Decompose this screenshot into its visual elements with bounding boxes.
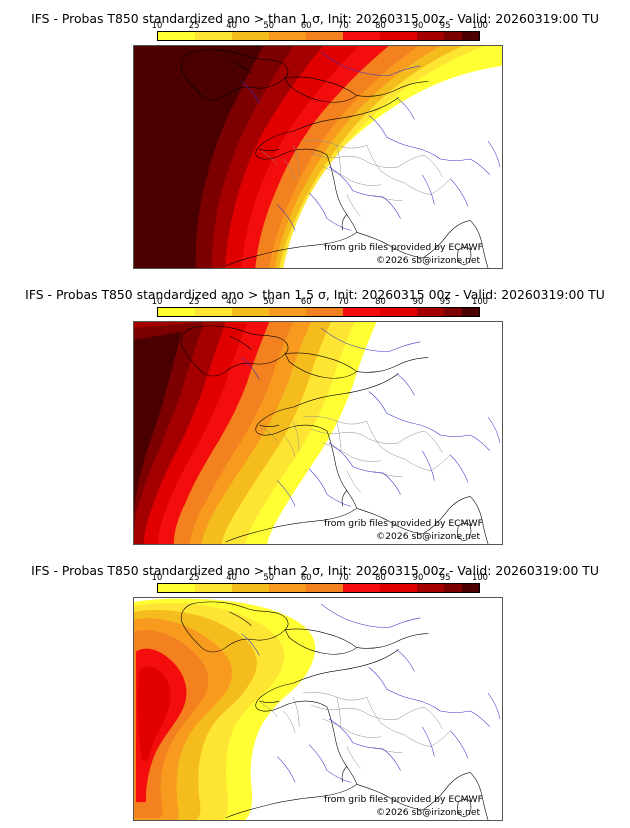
- colorbar-segment: [158, 584, 195, 592]
- colorbar-segment: [269, 308, 307, 316]
- colorbar-segment: [380, 584, 418, 592]
- colorbar-segment: [444, 308, 462, 316]
- colorbar-tick: 80: [375, 572, 386, 582]
- colorbar-segment: [343, 584, 381, 592]
- colorbar-tick: 70: [338, 20, 349, 30]
- colorbar-tick: 80: [375, 20, 386, 30]
- attribution-copyright: ©2026 sb@irizone.net: [376, 255, 481, 266]
- probability-map-2[interactable]: from grib files provided by ECMWF ©2026 …: [133, 321, 503, 545]
- colorbar-tick: 50: [263, 296, 275, 306]
- colorbar-gradient: [157, 307, 480, 317]
- colorbar-segment: [444, 32, 462, 40]
- attribution-source: from grib files provided by ECMWF: [324, 794, 483, 805]
- colorbar-segment: [232, 308, 270, 316]
- colorbar-segment: [417, 32, 445, 40]
- colorbar-tick: 100: [472, 572, 488, 582]
- panel-title: IFS - Probas T850 standardized ano > tha…: [31, 563, 599, 578]
- colorbar-tick: 25: [188, 296, 200, 306]
- colorbar-tick-labels: 10 25 40 50 60 70 80 90 95 100: [152, 20, 488, 31]
- forecast-panel-2-sigma: IFS - Probas T850 standardized ano > tha…: [0, 552, 630, 828]
- colorbar-segment: [380, 32, 418, 40]
- colorbar-segment: [232, 32, 270, 40]
- colorbar-tick: 95: [439, 296, 451, 306]
- colorbar-segment: [194, 32, 233, 40]
- probability-map-3[interactable]: from grib files provided by ECMWF ©2026 …: [133, 597, 503, 821]
- colorbar-segment: [461, 584, 479, 592]
- colorbar-tick: 50: [263, 20, 275, 30]
- panel-title: IFS - Probas T850 standardized ano > tha…: [25, 287, 605, 302]
- colorbar-segment: [269, 584, 307, 592]
- forecast-panel-1p5-sigma: IFS - Probas T850 standardized ano > tha…: [0, 276, 630, 552]
- colorbar-1: 10 25 40 50 60 70 80 90 95 100: [152, 20, 488, 41]
- attribution-copyright: ©2026 sb@irizone.net: [376, 531, 481, 542]
- colorbar-tick: 10: [151, 296, 163, 306]
- colorbar-segment: [306, 308, 344, 316]
- colorbar-tick: 10: [151, 20, 163, 30]
- colorbar-tick: 90: [412, 296, 424, 306]
- colorbar-gradient: [157, 31, 480, 41]
- colorbar-segment: [343, 308, 381, 316]
- colorbar-segment: [461, 32, 479, 40]
- colorbar-segment: [306, 32, 344, 40]
- colorbar-tick: 80: [375, 296, 386, 306]
- colorbar-tick: 10: [151, 572, 163, 582]
- colorbar-segment: [461, 308, 479, 316]
- colorbar-segment: [194, 584, 233, 592]
- colorbar-3: 10 25 40 50 60 70 80 90 95 100: [152, 572, 488, 593]
- attribution-copyright: ©2026 sb@irizone.net: [376, 807, 481, 818]
- colorbar-segment: [417, 308, 445, 316]
- colorbar-tick: 25: [188, 572, 200, 582]
- colorbar-tick: 60: [300, 572, 312, 582]
- colorbar-tick: 90: [412, 20, 424, 30]
- colorbar-tick: 100: [472, 20, 488, 30]
- attribution-source: from grib files provided by ECMWF: [324, 242, 483, 253]
- colorbar-gradient: [157, 583, 480, 593]
- colorbar-tick: 100: [472, 296, 488, 306]
- colorbar-tick: 40: [226, 572, 237, 582]
- colorbar-segment: [380, 308, 418, 316]
- colorbar-tick: 70: [338, 296, 349, 306]
- colorbar-tick: 95: [439, 572, 451, 582]
- colorbar-segment: [343, 32, 381, 40]
- colorbar-segment: [306, 584, 344, 592]
- colorbar-tick-labels: 10 25 40 50 60 70 80 90 95 100: [152, 572, 488, 583]
- colorbar-segment: [269, 32, 307, 40]
- attribution-source: from grib files provided by ECMWF: [324, 518, 483, 529]
- colorbar-tick: 50: [263, 572, 275, 582]
- forecast-panel-1-sigma: IFS - Probas T850 standardized ano > tha…: [0, 0, 630, 276]
- colorbar-tick: 40: [226, 20, 237, 30]
- colorbar-tick: 25: [188, 20, 200, 30]
- panel-title: IFS - Probas T850 standardized ano > tha…: [31, 11, 599, 26]
- colorbar-tick: 70: [338, 572, 349, 582]
- probability-map-1[interactable]: from grib files provided by ECMWF ©2026 …: [133, 45, 503, 269]
- colorbar-2: 10 25 40 50 60 70 80 90 95 100: [152, 296, 488, 317]
- colorbar-segment: [158, 32, 195, 40]
- colorbar-tick: 60: [300, 20, 312, 30]
- colorbar-segment: [417, 584, 445, 592]
- colorbar-tick: 90: [412, 572, 424, 582]
- colorbar-tick-labels: 10 25 40 50 60 70 80 90 95 100: [152, 296, 488, 307]
- colorbar-segment: [232, 584, 270, 592]
- colorbar-tick: 95: [439, 20, 451, 30]
- colorbar-tick: 60: [300, 296, 312, 306]
- colorbar-segment: [194, 308, 233, 316]
- colorbar-segment: [158, 308, 195, 316]
- colorbar-tick: 40: [226, 296, 237, 306]
- colorbar-segment: [444, 584, 462, 592]
